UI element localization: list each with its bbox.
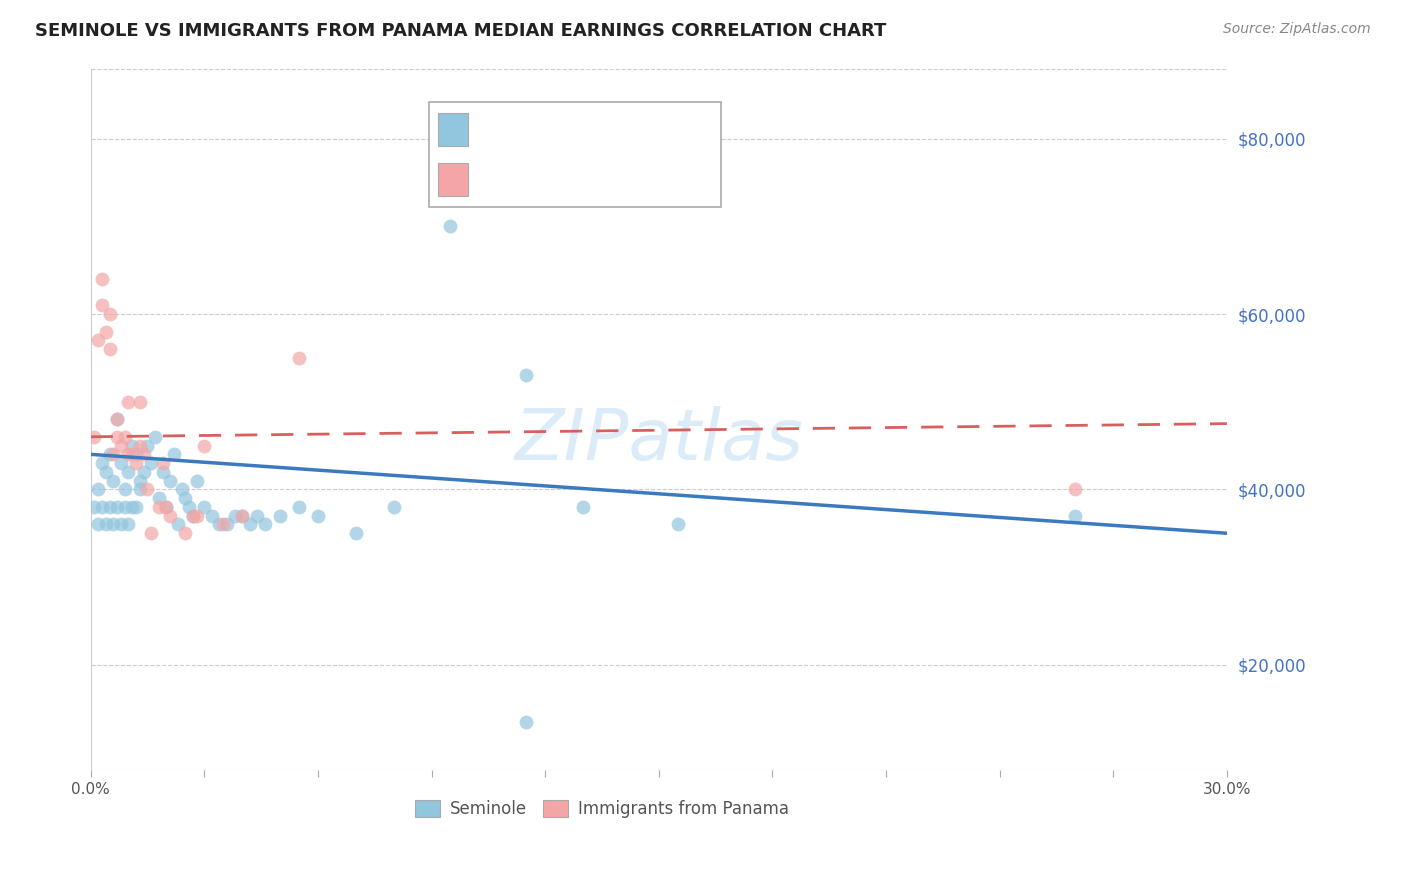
Text: SEMINOLE VS IMMIGRANTS FROM PANAMA MEDIAN EARNINGS CORRELATION CHART: SEMINOLE VS IMMIGRANTS FROM PANAMA MEDIA… — [35, 22, 887, 40]
Point — [307, 508, 329, 523]
Point — [288, 500, 311, 514]
Point — [98, 342, 121, 356]
Point — [269, 508, 291, 523]
Point — [128, 474, 150, 488]
Text: Source: ZipAtlas.com: Source: ZipAtlas.com — [1223, 22, 1371, 37]
Point — [231, 508, 253, 523]
Point — [114, 430, 136, 444]
Point — [110, 456, 132, 470]
Point — [572, 500, 595, 514]
Point — [666, 517, 689, 532]
Point — [201, 508, 224, 523]
Point — [439, 219, 461, 234]
Legend: Seminole, Immigrants from Panama: Seminole, Immigrants from Panama — [408, 793, 796, 825]
Point — [159, 508, 181, 523]
Point — [181, 508, 204, 523]
Point — [98, 447, 121, 461]
Point — [215, 517, 238, 532]
Point — [155, 500, 177, 514]
Point — [170, 483, 193, 497]
Point — [105, 500, 128, 514]
Point — [128, 483, 150, 497]
Point — [193, 500, 215, 514]
Point — [83, 430, 105, 444]
Point — [239, 517, 262, 532]
Point — [148, 491, 170, 505]
Point — [253, 517, 276, 532]
Point — [208, 517, 231, 532]
Point — [132, 465, 155, 479]
Point — [125, 500, 148, 514]
Point — [152, 456, 174, 470]
Point — [91, 272, 114, 286]
Point — [98, 500, 121, 514]
Point — [128, 439, 150, 453]
Point — [110, 517, 132, 532]
Point — [117, 517, 139, 532]
Point — [125, 447, 148, 461]
Text: ZIPatlas: ZIPatlas — [515, 406, 803, 475]
Point — [141, 456, 163, 470]
Point — [231, 508, 253, 523]
Point — [155, 500, 177, 514]
Point — [141, 526, 163, 541]
Point — [136, 439, 159, 453]
Point — [163, 447, 186, 461]
Point — [246, 508, 269, 523]
Point — [128, 394, 150, 409]
Point — [224, 508, 246, 523]
Point — [117, 447, 139, 461]
Point — [174, 526, 197, 541]
Point — [87, 517, 110, 532]
Point — [159, 474, 181, 488]
Point — [143, 430, 166, 444]
Point — [515, 368, 537, 383]
Point — [177, 500, 200, 514]
Point — [91, 456, 114, 470]
Point — [105, 430, 128, 444]
Point — [121, 500, 143, 514]
Point — [186, 508, 208, 523]
Point — [103, 474, 125, 488]
Point — [136, 483, 159, 497]
Point — [94, 325, 117, 339]
Point — [91, 500, 114, 514]
Point — [148, 500, 170, 514]
Point — [121, 447, 143, 461]
Point — [1064, 483, 1087, 497]
Point — [117, 394, 139, 409]
Point — [91, 298, 114, 312]
Point — [98, 307, 121, 321]
Point — [181, 508, 204, 523]
Point — [103, 517, 125, 532]
Point — [103, 447, 125, 461]
Point — [121, 439, 143, 453]
Point — [174, 491, 197, 505]
Point — [94, 517, 117, 532]
Point — [166, 517, 188, 532]
Point — [83, 500, 105, 514]
Point — [288, 351, 311, 365]
Point — [110, 439, 132, 453]
Point — [87, 483, 110, 497]
Point — [1064, 508, 1087, 523]
Point — [186, 474, 208, 488]
Point — [114, 500, 136, 514]
Point — [87, 334, 110, 348]
Point — [515, 714, 537, 729]
Point — [344, 526, 367, 541]
Point — [117, 465, 139, 479]
Point — [94, 465, 117, 479]
Point — [114, 483, 136, 497]
Point — [132, 447, 155, 461]
Point — [125, 456, 148, 470]
Point — [193, 439, 215, 453]
Point — [152, 465, 174, 479]
Point — [212, 517, 235, 532]
Point — [105, 412, 128, 426]
Point — [105, 412, 128, 426]
Point — [382, 500, 405, 514]
